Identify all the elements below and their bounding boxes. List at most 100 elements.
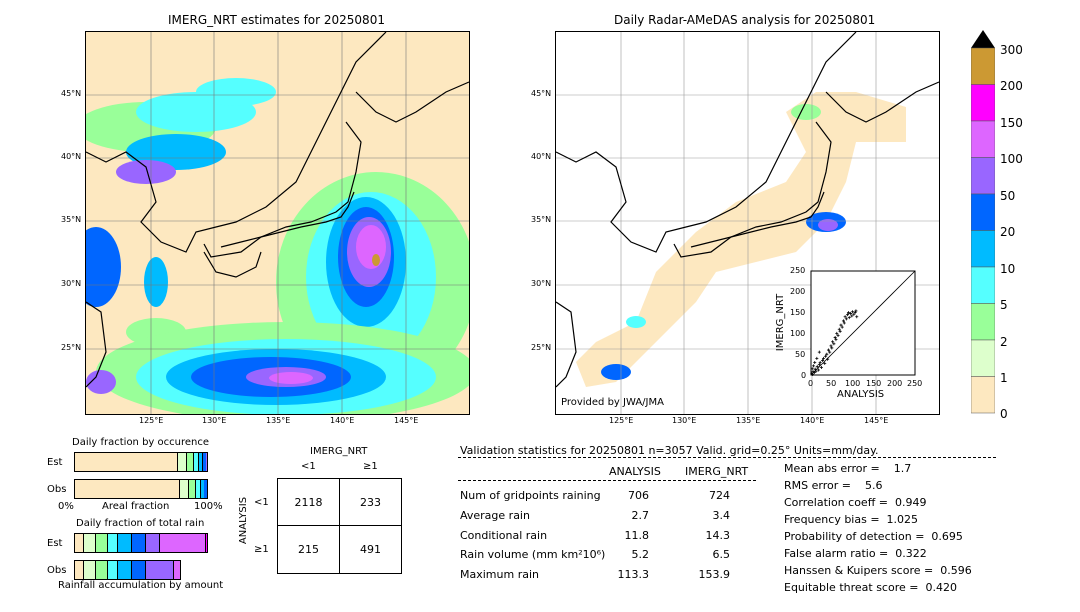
stat-label-2: Conditional rain bbox=[460, 529, 548, 542]
scatter-y-50: 50 bbox=[795, 350, 806, 359]
left-lat-40: 40°N bbox=[61, 152, 82, 161]
right-map-title: Daily Radar-AMeDAS analysis for 20250801 bbox=[614, 13, 876, 27]
cb-label-100: 100 bbox=[1000, 152, 1023, 166]
left-lon-125: 125°E bbox=[139, 416, 164, 425]
left-map-field bbox=[86, 32, 469, 414]
scatter-x-150: 150 bbox=[866, 379, 882, 388]
scatter-y-150: 150 bbox=[790, 308, 806, 317]
colorbar-swatch bbox=[971, 193, 995, 231]
validation-dashed-line bbox=[458, 457, 996, 458]
colorbar-swatch bbox=[971, 157, 995, 195]
occurrence-obs-bar bbox=[74, 479, 208, 499]
occurrence-est-bar bbox=[74, 452, 208, 472]
stat-analysis-0: 706 bbox=[628, 489, 649, 502]
scatter-point bbox=[823, 361, 827, 365]
colorbar-swatch bbox=[971, 47, 995, 85]
score-6: Hanssen & Kuipers score = 0.596 bbox=[784, 564, 972, 577]
left-lon-130: 130°E bbox=[202, 416, 227, 425]
occurrence-est-label: Est bbox=[47, 457, 63, 468]
occurrence-axis-mid: Areal fraction bbox=[102, 501, 170, 512]
colorbar-swatch bbox=[971, 230, 995, 268]
scatter-point bbox=[847, 316, 851, 320]
scatter-point bbox=[849, 311, 853, 315]
right-map-field bbox=[556, 32, 939, 414]
scatter-point bbox=[813, 367, 817, 371]
scatter-point bbox=[838, 329, 842, 333]
scatter-point bbox=[810, 367, 814, 371]
validation-underline bbox=[458, 480, 756, 481]
stat-imerg-2: 14.3 bbox=[705, 529, 731, 542]
contingency-cell-d: 491 bbox=[339, 525, 402, 574]
scatter-point bbox=[855, 315, 859, 319]
stat-label-3: Rain volume (mm km²10⁶) bbox=[460, 548, 606, 561]
scatter-x-250: 250 bbox=[907, 379, 923, 388]
stat-analysis-3: 5.2 bbox=[631, 548, 650, 561]
scatter-point bbox=[817, 363, 821, 367]
stat-imerg-4: 153.9 bbox=[698, 568, 731, 581]
colorbar-swatch bbox=[971, 376, 995, 414]
scatter-point bbox=[826, 348, 830, 352]
right-lat-25: 25°N bbox=[531, 343, 552, 352]
right-lon-125: 125°E bbox=[609, 416, 634, 425]
scatter-point bbox=[844, 317, 848, 321]
provided-by-label: Provided by JWA/JMA bbox=[561, 397, 664, 408]
scatter-point bbox=[814, 369, 818, 373]
contingency-row-ge: ≥1 bbox=[254, 544, 269, 555]
colorbar-swatch bbox=[971, 266, 995, 304]
scatter-y-250: 250 bbox=[790, 266, 806, 275]
scatter-diagonal bbox=[810, 270, 916, 376]
stat-analysis-4: 113.3 bbox=[617, 568, 650, 581]
total-rain-footer: Rainfall accumulation by amount bbox=[58, 580, 224, 591]
stat-label-1: Average rain bbox=[460, 509, 530, 522]
scatter-point bbox=[821, 358, 825, 362]
scatter-point bbox=[815, 365, 819, 369]
stat-imerg-3: 6.5 bbox=[712, 548, 731, 561]
stat-label-4: Maximum rain bbox=[460, 568, 539, 581]
scatter-inset bbox=[810, 270, 916, 376]
right-lat-35: 35°N bbox=[531, 215, 552, 224]
left-lat-25: 25°N bbox=[61, 343, 82, 352]
score-7: Equitable threat score = 0.420 bbox=[784, 581, 957, 594]
stat-analysis-1: 2.7 bbox=[631, 509, 650, 522]
cb-label-2: 2 bbox=[1000, 335, 1008, 349]
scatter-x-0: 0 bbox=[808, 379, 814, 388]
scatter-point bbox=[842, 321, 846, 325]
scatter-point bbox=[846, 313, 850, 317]
score-2: Correlation coeff = 0.949 bbox=[784, 496, 927, 509]
left-lat-45: 45°N bbox=[61, 89, 82, 98]
right-lon-145: 145°E bbox=[864, 416, 889, 425]
occurrence-axis-left: 0% bbox=[58, 501, 74, 512]
scatter-point bbox=[811, 364, 815, 368]
contingency-cell-c: 215 bbox=[277, 525, 340, 574]
cb-label-50: 50 bbox=[1000, 189, 1016, 203]
occurrence-obs-label: Obs bbox=[47, 484, 67, 495]
scatter-y-200: 200 bbox=[790, 287, 806, 296]
scatter-point bbox=[834, 338, 838, 342]
scatter-point bbox=[843, 315, 847, 319]
scatter-point bbox=[826, 357, 830, 361]
scatter-point bbox=[850, 314, 854, 318]
stat-analysis-2: 11.8 bbox=[624, 529, 650, 542]
scatter-point bbox=[835, 331, 839, 335]
left-lon-135: 135°E bbox=[266, 416, 291, 425]
occurrence-axis-right: 100% bbox=[194, 501, 223, 512]
scatter-point bbox=[816, 368, 820, 372]
scatter-point bbox=[833, 336, 837, 340]
scatter-point bbox=[828, 350, 832, 354]
scatter-point bbox=[831, 340, 835, 344]
scatter-ylabel: IMERG_NRT bbox=[775, 293, 787, 352]
score-0: Mean abs error = 1.7 bbox=[784, 462, 912, 475]
validation-header: Validation statistics for 20250801 n=305… bbox=[460, 444, 879, 457]
scatter-point bbox=[837, 327, 841, 331]
cb-label-1: 1 bbox=[1000, 371, 1008, 385]
cb-label-5: 5 bbox=[1000, 298, 1008, 312]
total-rain-est-bar bbox=[74, 533, 208, 553]
scatter-point bbox=[854, 309, 858, 313]
contingency-col-ge: ≥1 bbox=[363, 461, 378, 472]
left-lon-140: 140°E bbox=[330, 416, 355, 425]
colorbar bbox=[971, 30, 995, 414]
scatter-point bbox=[846, 311, 850, 315]
scatter-xlabel: ANALYSIS bbox=[837, 389, 885, 400]
colorbar-swatch bbox=[971, 303, 995, 341]
scatter-y-0: 0 bbox=[801, 371, 807, 380]
